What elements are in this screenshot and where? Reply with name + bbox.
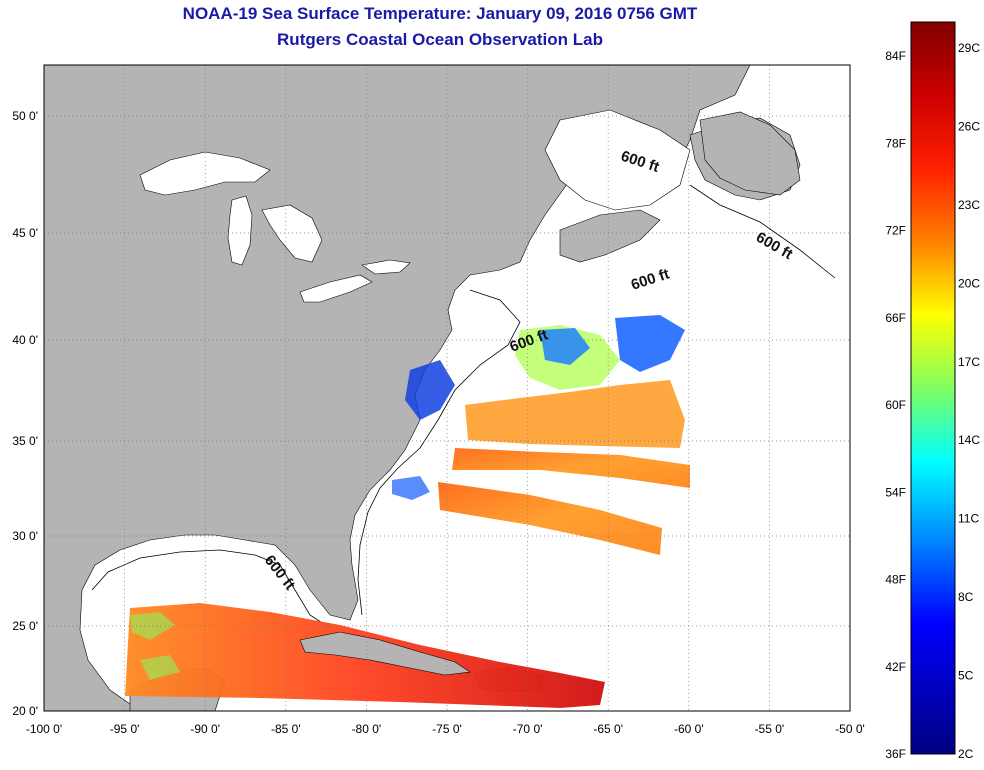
longitude-label: -65 0' (593, 722, 623, 736)
longitude-label: -95 0' (110, 722, 140, 736)
latitude-labels: 50 0' 45 0' 40 0' 35 0' 30 0' 25 0' 20 0' (12, 109, 38, 718)
latitude-label: 30 0' (12, 529, 38, 543)
colorbar-f-label: 60F (885, 398, 906, 412)
longitude-label: -80 0' (352, 722, 382, 736)
latitude-label: 35 0' (12, 434, 38, 448)
colorbar-f-label: 42F (885, 660, 906, 674)
land-newfoundland (699, 111, 801, 196)
colorbar-c-label: 11C (958, 512, 979, 526)
colorbar-c-label: 26C (958, 119, 980, 133)
isobath-line (357, 289, 521, 616)
sst-band-upper (452, 448, 690, 488)
colorbar-f-label: 66F (885, 311, 906, 325)
lake-ontario (361, 259, 411, 275)
colorbar-c-label: 29C (958, 41, 980, 55)
colorbar-f-label: 78F (885, 136, 906, 150)
longitude-label: -85 0' (271, 722, 301, 736)
longitude-label: -90 0' (190, 722, 220, 736)
colorbar-c-label: 8C (958, 590, 974, 604)
longitude-label: -60 0' (674, 722, 704, 736)
colorbar-fahrenheit-labels: 84F 78F 72F 66F 60F 54F 48F 42F 36F (885, 49, 906, 761)
latitude-label: 40 0' (12, 333, 38, 347)
longitude-label: -50 0' (835, 722, 865, 736)
longitude-label: -55 0' (755, 722, 785, 736)
land-nova-scotia (559, 209, 661, 263)
lake-michigan (227, 195, 253, 266)
colorbar-c-label: 5C (958, 669, 974, 683)
colorbar-f-label: 84F (885, 49, 906, 63)
sst-cold-coast (405, 360, 455, 420)
isobath-line-north (689, 184, 836, 279)
latitude-label: 45 0' (12, 226, 38, 240)
lake-huron (261, 204, 323, 263)
sst-gulf-stream (465, 380, 685, 448)
sst-cold-patch-2 (540, 328, 590, 365)
map-frame (43, 64, 851, 712)
longitude-label: -75 0' (432, 722, 462, 736)
colorbar-c-label: 2C (958, 747, 974, 761)
lake-erie (299, 274, 373, 303)
sst-cool-southwest (392, 476, 430, 500)
isobath-line-gulf (91, 549, 331, 629)
colorbar-c-label: 20C (958, 276, 980, 290)
colorbar-f-label: 72F (885, 224, 906, 238)
colorbar-f-label: 54F (885, 485, 906, 499)
longitude-labels: -100 0' -95 0' -90 0' -85 0' -80 0' -75 0' -70… (26, 722, 865, 736)
gulf-st-lawrence (544, 109, 691, 211)
colorbar-c-label: 17C (958, 355, 980, 369)
latitude-label: 25 0' (12, 619, 38, 633)
sst-band-lower (438, 482, 662, 555)
sst-cool-patches-south (130, 612, 180, 680)
latitude-label: 50 0' (12, 109, 38, 123)
colorbar-celsius-labels: 29C 26C 23C 20C 17C 14C 11C 8C 5C 2C (958, 41, 980, 761)
colorbar-c-label: 23C (958, 198, 980, 212)
sst-cuba-overlay (299, 631, 471, 676)
sst-cold-patch-1 (615, 315, 685, 372)
latitude-label: 20 0' (12, 704, 38, 718)
colorbar-f-label: 48F (885, 573, 906, 587)
longitude-label: -100 0' (26, 722, 62, 736)
map-subtitle: Rutgers Coastal Ocean Observation Lab (277, 30, 603, 49)
colorbar-c-label: 14C (958, 433, 980, 447)
longitude-label: -70 0' (513, 722, 543, 736)
colorbar (910, 21, 956, 755)
map-title: NOAA-19 Sea Surface Temperature: January… (182, 4, 698, 23)
colorbar-f-label: 36F (885, 747, 906, 761)
